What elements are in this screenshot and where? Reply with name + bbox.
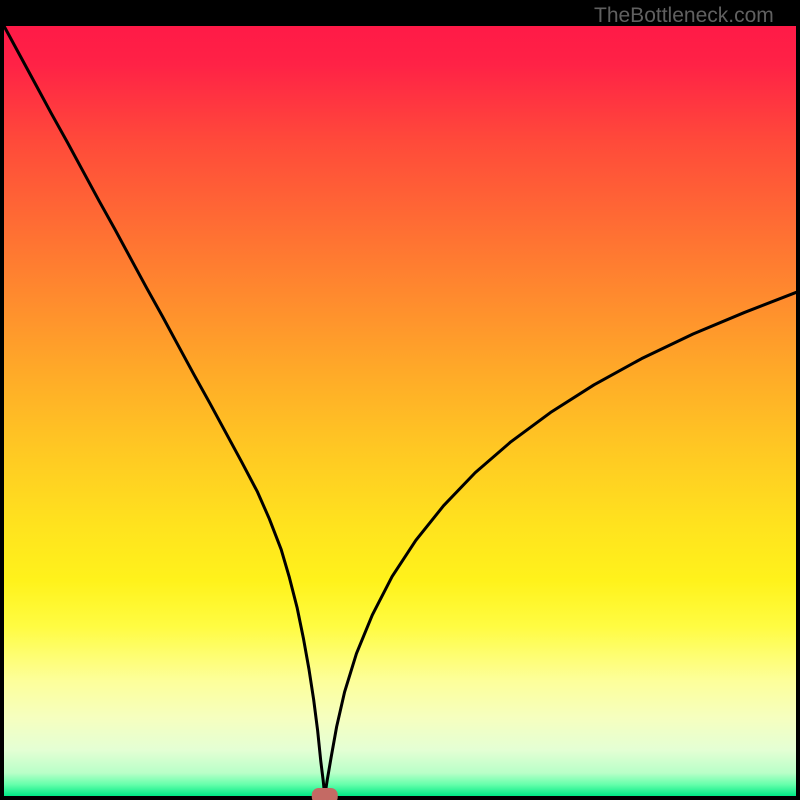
watermark-text: TheBottleneck.com	[594, 4, 774, 27]
optimal-point-marker	[312, 788, 338, 800]
bottleneck-chart-svg: TheBottleneck.com	[0, 0, 800, 800]
chart-container: TheBottleneck.com	[0, 0, 800, 800]
plot-area	[4, 26, 796, 796]
